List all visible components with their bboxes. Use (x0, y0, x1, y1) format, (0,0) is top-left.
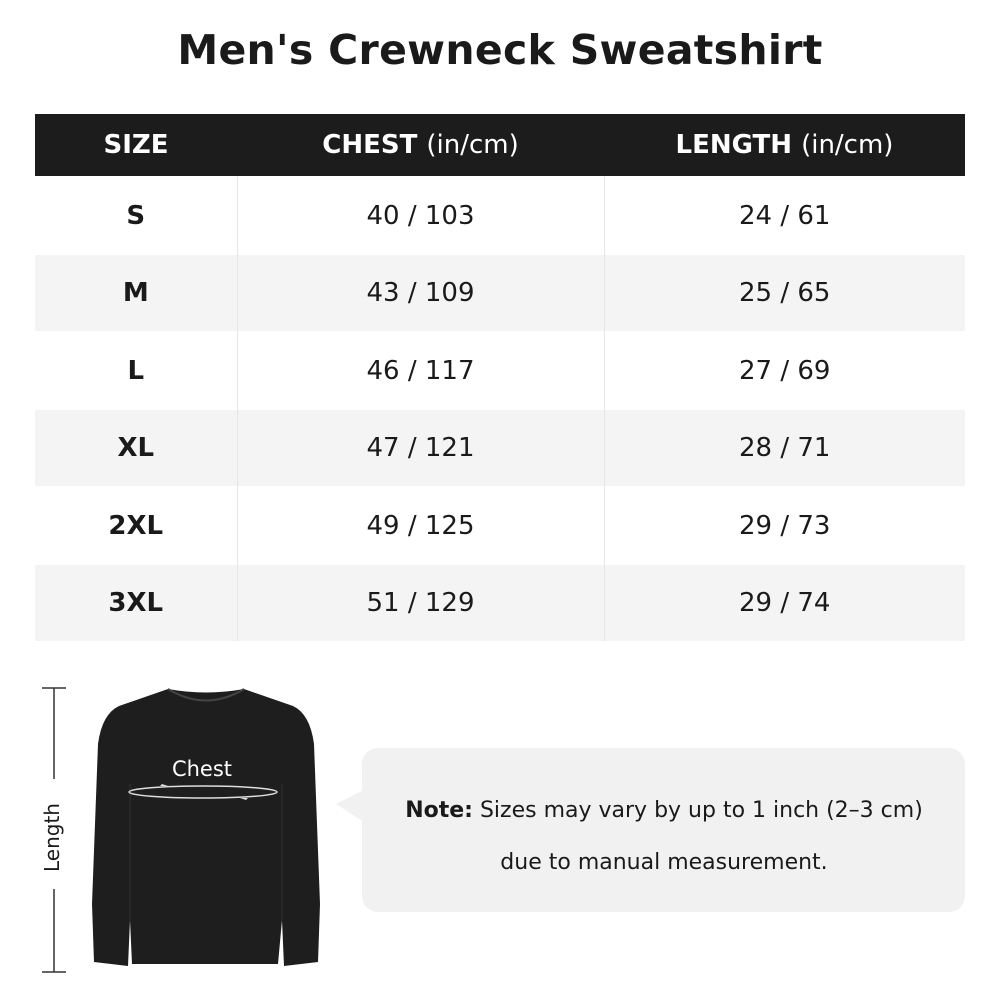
header-label: SIZE (103, 130, 169, 160)
table-row: S 40 / 103 24 / 61 (35, 176, 965, 255)
header-label: LENGTH (675, 130, 793, 160)
length-cell: 28 / 71 (604, 410, 965, 486)
note-prefix: Note: (405, 798, 473, 823)
note-line-1: Note: Sizes may vary by up to 1 inch (2–… (374, 798, 954, 823)
note-text: Sizes may vary by up to 1 inch (2–3 cm) (479, 798, 923, 823)
chest-measure-loop (128, 785, 278, 799)
length-label: Length (40, 803, 64, 872)
table-row: 2XL 49 / 125 29 / 73 (35, 486, 965, 565)
length-cell: 29 / 74 (604, 565, 965, 641)
chest-cell: 43 / 109 (237, 255, 605, 331)
chest-cell: 47 / 121 (237, 410, 605, 486)
note-bubble: Note: Sizes may vary by up to 1 inch (2–… (362, 748, 965, 912)
table-row: XL 47 / 121 28 / 71 (35, 410, 965, 486)
sweatshirt-image (92, 688, 320, 966)
size-cell: XL (35, 410, 238, 486)
note-line-2: due to manual measurement. (500, 850, 828, 875)
length-cell: 24 / 61 (739, 200, 831, 231)
table-row: M 43 / 109 25 / 65 (35, 255, 965, 331)
chest-cell: 46 / 117 (237, 331, 605, 410)
length-cell: 29 / 73 (739, 510, 831, 541)
header-unit: (in/cm) (801, 130, 894, 160)
chest-label: Chest (171, 757, 233, 781)
size-cell: M (35, 255, 238, 331)
length-ruler-icon (42, 687, 66, 973)
table-row: 3XL 51 / 129 29 / 74 (35, 565, 965, 641)
size-cell: 2XL (35, 486, 238, 565)
header-chest: CHEST (in/cm) (237, 114, 604, 176)
header-length: LENGTH (in/cm) (604, 114, 965, 176)
header-label: CHEST (322, 130, 418, 160)
table-row: L 46 / 117 27 / 69 (35, 331, 965, 410)
table-header-row: SIZE CHEST (in/cm) LENGTH (in/cm) (35, 114, 965, 176)
chest-cell: 40 / 103 (237, 176, 605, 255)
chest-cell: 49 / 125 (237, 486, 605, 565)
header-unit: (in/cm) (426, 130, 519, 160)
page-title: Men's Crewneck Sweatshirt (177, 26, 823, 74)
size-cell: 3XL (35, 565, 238, 641)
note-bubble-tail (336, 790, 364, 822)
length-cell: 27 / 69 (739, 355, 831, 386)
size-cell: L (35, 331, 238, 410)
chest-cell: 51 / 129 (237, 565, 605, 641)
size-chart-table: SIZE CHEST (in/cm) LENGTH (in/cm) S 40 / … (35, 114, 965, 641)
length-cell: 25 / 65 (604, 255, 965, 331)
header-size: SIZE (35, 114, 237, 176)
size-cell: S (35, 176, 238, 255)
